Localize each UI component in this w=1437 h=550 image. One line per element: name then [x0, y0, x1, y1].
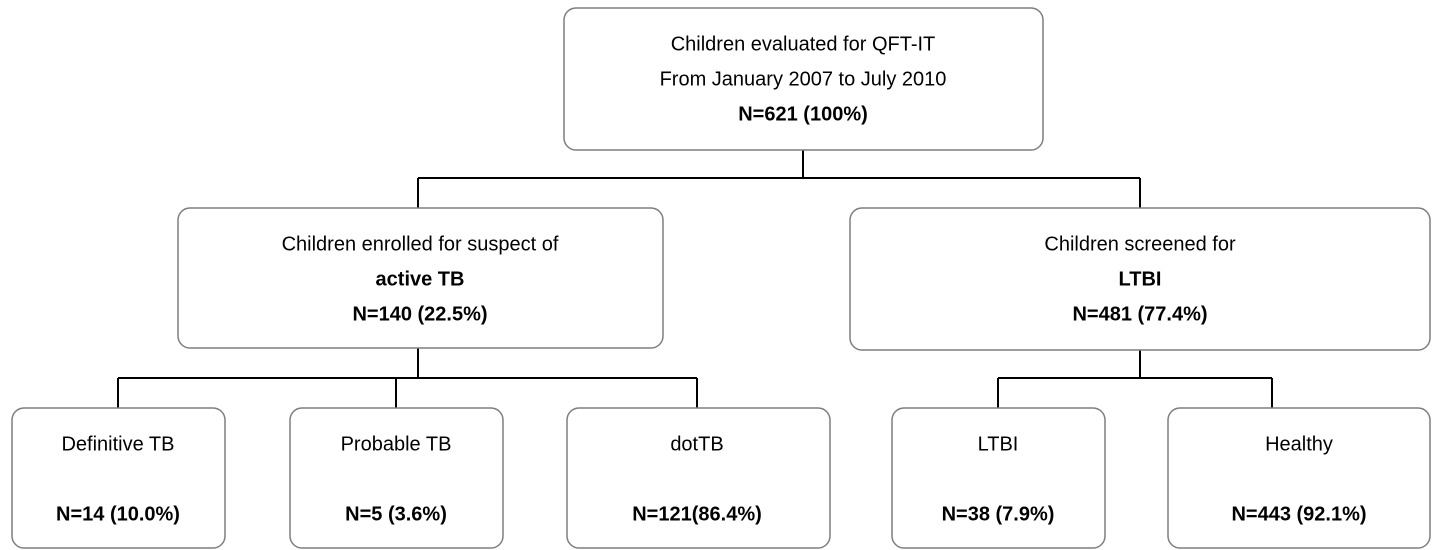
node: Healthy N=443 (92.1%): [1167, 407, 1431, 549]
node: LTBI N=38 (7.9%): [891, 407, 1106, 549]
node-line: Children enrolled for suspect of: [282, 233, 559, 255]
connector: [117, 348, 698, 408]
node-box: [177, 207, 664, 349]
node-count: N=121(86.4%): [632, 503, 762, 525]
node-line: Children screened for: [1044, 233, 1236, 255]
node-line: Children evaluated for QFT-IT: [671, 33, 936, 55]
node-count: N=481 (77.4%): [1072, 303, 1207, 325]
connector: [997, 350, 1273, 408]
node-count: N=14 (10.0%): [56, 503, 180, 525]
node-line: dotTB: [670, 433, 723, 455]
node-count: N=140 (22.5%): [352, 303, 487, 325]
node-line: Definitive TB: [61, 433, 174, 455]
node: Probable TB N=5 (3.6%): [289, 407, 504, 549]
node-emphasis: LTBI: [1119, 268, 1162, 290]
node: Definitive TB N=14 (10.0%): [11, 407, 226, 549]
node-line: Probable TB: [341, 433, 452, 455]
node-line: From January 2007 to July 2010: [660, 68, 947, 90]
node: Children enrolled for suspect of active …: [177, 207, 664, 349]
node-box: [566, 407, 831, 549]
node-count: N=38 (7.9%): [942, 503, 1055, 525]
node-count: N=443 (92.1%): [1231, 503, 1366, 525]
node: dotTB N=121(86.4%): [566, 407, 831, 549]
node-box: [289, 407, 504, 549]
node-line: Healthy: [1265, 433, 1333, 455]
node-box: [849, 207, 1431, 351]
node-count: N=5 (3.6%): [345, 503, 447, 525]
node-box: [891, 407, 1106, 549]
node-box: [11, 407, 226, 549]
node: Children screened for LTBI N=481 (77.4%): [849, 207, 1431, 351]
node-count: N=621 (100%): [738, 103, 868, 125]
node: Children evaluated for QFT-IT From Janua…: [563, 7, 1044, 151]
connector: [417, 150, 1141, 208]
node-emphasis: active TB: [376, 268, 465, 290]
node-box: [1167, 407, 1431, 549]
node-box: [563, 7, 1044, 151]
node-line: LTBI: [978, 433, 1019, 455]
